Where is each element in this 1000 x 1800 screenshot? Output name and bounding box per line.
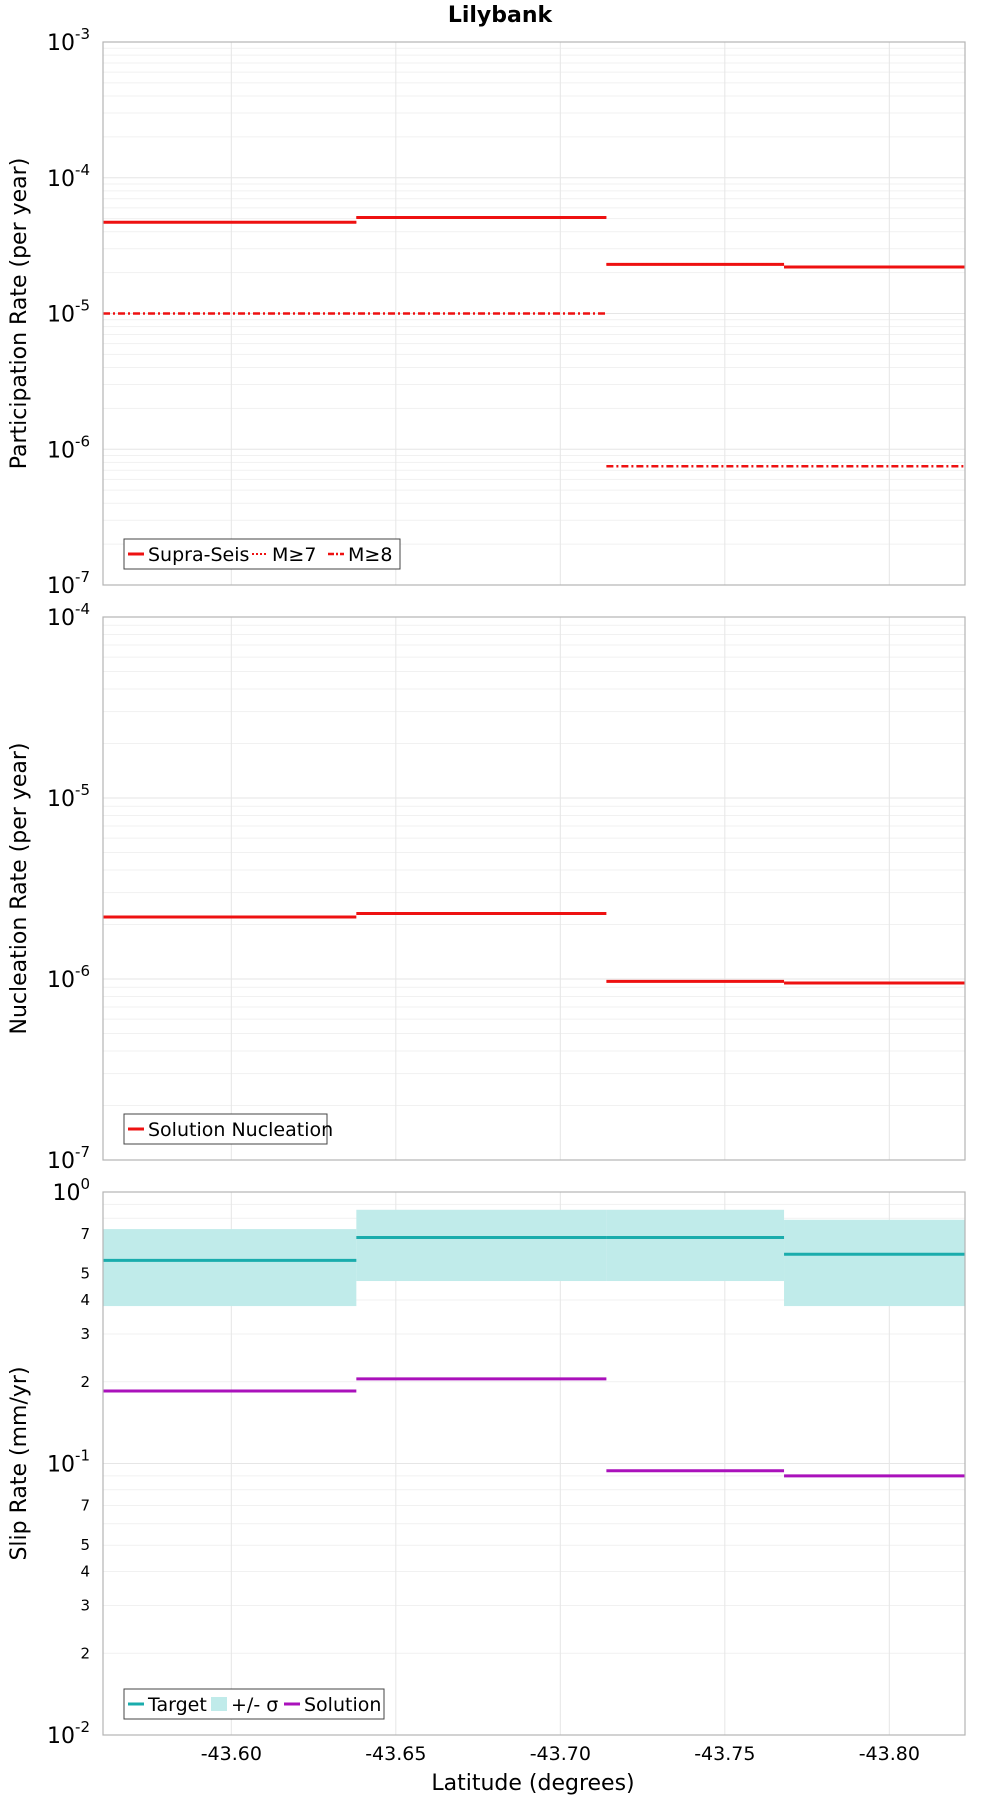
y-tick-label: 10-4 (47, 161, 90, 192)
plot-frame (102, 616, 966, 1161)
legend-box (123, 1688, 385, 1720)
legend-box (123, 1113, 328, 1145)
y-minor-tick-label: 4 (80, 1291, 90, 1309)
y-minor-tick-label: 7 (80, 1225, 90, 1243)
legend-entry: +/- σ (231, 1694, 278, 1716)
legend-entry: M≥7 (272, 544, 316, 566)
y-tick-label: 10-6 (47, 432, 90, 463)
x-tick-label: -43.70 (530, 1743, 591, 1765)
panel-2: 10-7 10-6 10-5 10-4 Nucleation Rate (per yea… (7, 600, 966, 1174)
y-tick-label: 10-5 (47, 781, 90, 812)
y-minor-tick-label: 5 (80, 1265, 90, 1283)
y-minor-tick-label: 2 (80, 1373, 90, 1391)
plot-frame (102, 41, 966, 586)
chart-title: Lilybank (448, 3, 554, 28)
y-tick-label: 10-2 (47, 1718, 90, 1749)
y-minor-tick-label: 2 (80, 1644, 90, 1662)
y-minor-tick-label: 4 (80, 1563, 90, 1581)
x-tick-label: -43.80 (859, 1743, 920, 1765)
y-axis-label: Nucleation Rate (per year) (7, 743, 32, 1035)
x-tick-label: -43.60 (201, 1743, 262, 1765)
band-segment (103, 1229, 357, 1307)
x-tick-label: -43.65 (365, 1743, 426, 1765)
y-minor-tick-label: 7 (80, 1497, 90, 1515)
y-tick-label: 10-6 (47, 962, 90, 993)
y-tick-label: 10-3 (47, 25, 90, 56)
chart-panels: 10-7 10-6 10-5 10-4 10-3 Participation Rate (… (7, 25, 966, 1765)
y-tick-label: 10-5 (47, 297, 90, 328)
legend-entry: Solution Nucleation (148, 1119, 333, 1141)
legend-entry: Solution (304, 1694, 381, 1716)
legend-entry: Target (147, 1694, 207, 1716)
band-segment (606, 1209, 785, 1282)
y-axis-label: Participation Rate (per year) (7, 158, 32, 470)
plot-frame (102, 1191, 966, 1736)
legend-entry: M≥8 (348, 544, 392, 566)
panel-1: 10-7 10-6 10-5 10-4 10-3 Participation Rate (… (7, 25, 966, 599)
band-segment (784, 1219, 965, 1307)
y-tick-label: 10-1 (47, 1447, 90, 1478)
legend-swatch (211, 1697, 227, 1711)
y-tick-label: 100 (52, 1175, 90, 1206)
y-minor-tick-label: 5 (80, 1536, 90, 1554)
panel-3: 10-2 2 3 4 5 7 10-1 2 3 4 5 7 100 Slip Rate (mm/yr) Ta… (7, 1175, 966, 1765)
y-minor-tick-label: 3 (80, 1325, 90, 1343)
y-tick-label: 10-7 (47, 568, 90, 599)
y-axis-label: Slip Rate (mm/yr) (7, 1366, 32, 1560)
y-minor-tick-label: 3 (80, 1596, 90, 1614)
band-segment (356, 1209, 607, 1282)
x-tick-label: -43.75 (694, 1743, 755, 1765)
y-tick-label: 10-4 (47, 600, 90, 631)
x-axis-label: Latitude (degrees) (431, 1771, 634, 1796)
legend-entry: Supra-Seis (148, 544, 249, 566)
y-tick-label: 10-7 (47, 1143, 90, 1174)
